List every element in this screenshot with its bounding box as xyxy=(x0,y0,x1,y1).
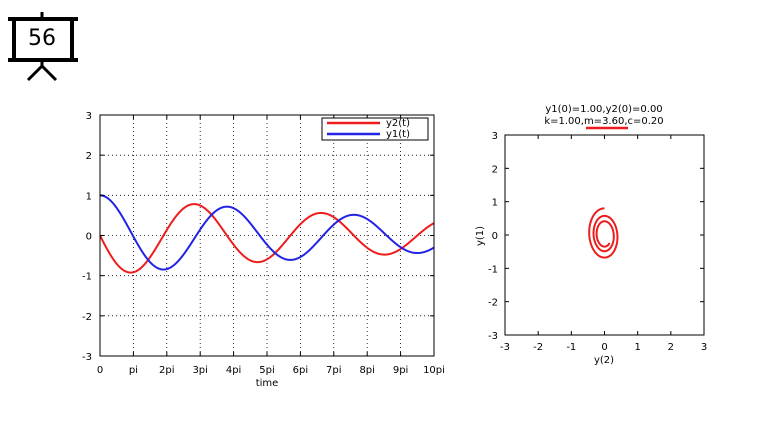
phase-y-axis-label: y(1) xyxy=(475,226,486,246)
y-tick-label: -3 xyxy=(82,352,92,363)
x-tick-label: 4pi xyxy=(226,365,242,376)
x-tick-label: 3pi xyxy=(192,365,208,376)
legend-label-y1: y1(t) xyxy=(386,129,410,140)
phase-y-tick-label: 1 xyxy=(492,198,498,209)
phase-tick-labels: -3 -2 -1 0 1 2 3 -3 -2 -1 0 1 2 3 xyxy=(488,131,707,353)
phase-y-tick-label: -2 xyxy=(488,298,498,309)
phase-x-tick-label: -1 xyxy=(566,342,576,353)
x-tick-label: 8pi xyxy=(359,365,375,376)
phase-y-tick-label: -3 xyxy=(488,331,498,342)
phase-y-tick-label: 0 xyxy=(492,231,498,242)
x-tick-label: 0 xyxy=(97,365,103,376)
phase-x-tick-label: 1 xyxy=(634,342,640,353)
series-line-y2 xyxy=(99,203,435,274)
phase-title-line1: y1(0)=1.00,y2(0)=0.00 xyxy=(545,104,662,115)
phase-ticks xyxy=(504,134,705,336)
phase-x-tick-label: -3 xyxy=(500,342,510,353)
legend-label-y2: y2(t) xyxy=(386,118,410,129)
series-line-y1 xyxy=(99,194,435,271)
phase-plot-frame xyxy=(504,134,705,336)
phase-x-tick-label: 2 xyxy=(668,342,674,353)
x-axis-label: time xyxy=(256,378,279,389)
legend: y2(t) y1(t) xyxy=(321,117,429,141)
x-tick-label: 5pi xyxy=(259,365,275,376)
x-tick-label: 9pi xyxy=(393,365,409,376)
x-tick-label: pi xyxy=(129,365,138,376)
ticks xyxy=(99,114,435,357)
x-tick-label: 10pi xyxy=(423,365,445,376)
y-tick-label: 0 xyxy=(86,232,92,243)
y-tick-label: 2 xyxy=(86,151,92,162)
phase-y-tick-label: 3 xyxy=(492,131,498,142)
y-tick-label: 1 xyxy=(86,191,92,202)
x-tick-label: 7pi xyxy=(326,365,342,376)
x-tick-label: 2pi xyxy=(159,365,175,376)
phase-y-tick-label: -1 xyxy=(488,264,498,275)
phase-x-axis-label: y(2) xyxy=(594,355,614,366)
phase-x-tick-label: 0 xyxy=(601,342,607,353)
phase-x-tick-label: 3 xyxy=(701,342,707,353)
x-tick-label: 6pi xyxy=(293,365,309,376)
curves xyxy=(99,194,435,274)
y-tick-label: -1 xyxy=(82,272,92,283)
phase-x-tick-label: -2 xyxy=(533,342,543,353)
y-tick-label: 3 xyxy=(86,111,92,122)
y-tick-label: -2 xyxy=(82,312,92,323)
phase-curve xyxy=(588,207,619,259)
presentation-board-icon xyxy=(8,12,78,82)
slide-number: 56 xyxy=(28,25,56,51)
phase-curve-line xyxy=(588,207,619,259)
phase-title-line2: k=1.00,m=3.60,c=0.20 xyxy=(544,116,663,127)
tick-labels: 0 pi 2pi 3pi 4pi 5pi 6pi 7pi 8pi 9pi 10pi -3 -2 -1 0 1 2… xyxy=(82,111,445,376)
phase-y-tick-label: 2 xyxy=(492,164,498,175)
